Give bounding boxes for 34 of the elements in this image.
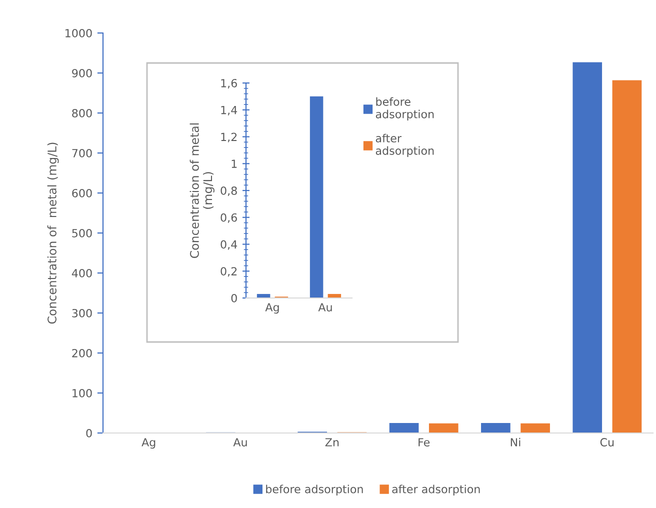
y-tick-label: 700	[72, 148, 92, 158]
x-tick-label: Au	[233, 438, 247, 446]
y-tick-label: 1,2	[221, 132, 237, 142]
y-tick-label: 0,6	[220, 213, 237, 223]
x-tick-label: Zn	[325, 438, 339, 446]
legend-label: after adsorption	[376, 134, 434, 158]
y-tick-label: 400	[72, 268, 92, 278]
legend-label: before adsorption	[266, 484, 363, 496]
y-axis-title: Concentration of metal (mg/L)	[190, 123, 214, 258]
y-tick-label: 1000	[66, 28, 92, 38]
y-tick-label: 1	[232, 160, 237, 168]
y-tick-label: 100	[72, 388, 92, 398]
y-tick-label: 0,4	[220, 240, 238, 250]
x-tick-label: Au	[318, 303, 332, 312]
x-tick-label: Ag	[142, 438, 156, 449]
y-tick-label: 500	[72, 228, 92, 238]
y-tick-label: 900	[72, 68, 92, 78]
legend-label: after adsorption	[392, 484, 480, 496]
y-tick-label: 0,2	[220, 267, 237, 277]
y-tick-label: 200	[72, 348, 92, 358]
y-tick-label: 0	[86, 428, 92, 438]
x-tick-label: Fe	[418, 438, 430, 446]
y-tick-label: 1,4	[221, 106, 238, 116]
y-tick-label: 600	[72, 188, 92, 198]
y-tick-label: 800	[72, 108, 92, 118]
x-tick-label: Cu	[600, 438, 614, 446]
x-tick-label: Ni	[510, 438, 520, 446]
legend-label: before adsorption	[376, 97, 434, 120]
y-axis-title: Concentration of metal (mg/L)	[47, 142, 59, 324]
y-tick-label: 0,8	[220, 186, 237, 196]
y-tick-label: 1,6	[221, 78, 237, 89]
y-tick-label: 0	[231, 294, 237, 302]
y-tick-label: 300	[72, 308, 92, 318]
x-tick-label: Ag	[265, 303, 279, 314]
